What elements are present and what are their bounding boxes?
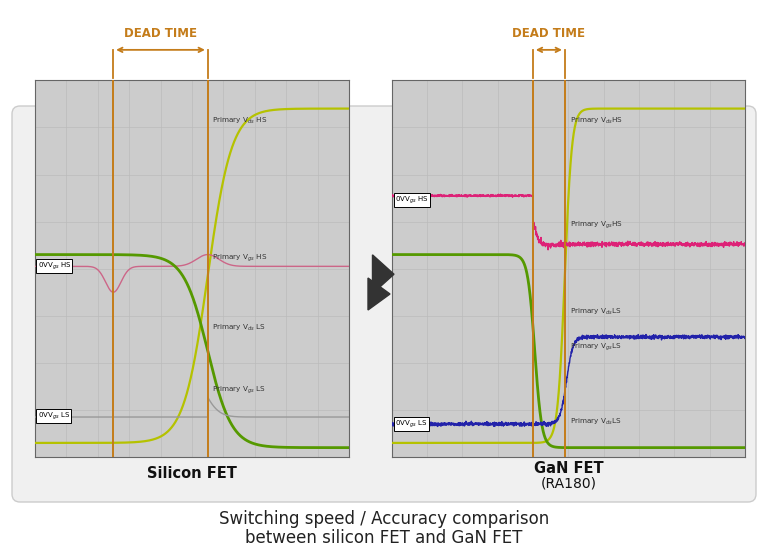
Text: Primary V$_{gs}$ HS: Primary V$_{gs}$ HS	[213, 252, 268, 264]
Polygon shape	[372, 255, 394, 294]
Text: Switching speed / Accuracy comparison: Switching speed / Accuracy comparison	[219, 510, 549, 528]
Text: Primary V$_{gs}$HS: Primary V$_{gs}$HS	[570, 219, 624, 231]
Text: Primary V$_{ds}$LS: Primary V$_{ds}$LS	[570, 306, 622, 316]
FancyBboxPatch shape	[12, 106, 756, 502]
Text: between silicon FET and GaN FET: between silicon FET and GaN FET	[245, 529, 523, 547]
Text: Primary V$_{gs}$ LS: Primary V$_{gs}$ LS	[213, 384, 266, 396]
Text: DEAD TIME: DEAD TIME	[512, 27, 585, 40]
Text: Primary V$_{gs}$LS: Primary V$_{gs}$LS	[570, 342, 622, 353]
Text: Primary V$_{ds}$HS: Primary V$_{ds}$HS	[570, 116, 624, 126]
Text: GaN FET: GaN FET	[534, 460, 603, 476]
Text: 0VV$_{gs}$ HS: 0VV$_{gs}$ HS	[396, 194, 429, 206]
Text: DEAD TIME: DEAD TIME	[124, 27, 197, 40]
Text: 0VV$_{gs}$ HS: 0VV$_{gs}$ HS	[38, 260, 71, 272]
Text: Primary V$_{ds}$LS: Primary V$_{ds}$LS	[570, 417, 622, 427]
Polygon shape	[368, 278, 390, 310]
Text: Silicon FET: Silicon FET	[147, 466, 237, 481]
Text: (RA180): (RA180)	[541, 476, 596, 490]
Text: Primary V$_{ds}$ LS: Primary V$_{ds}$ LS	[213, 323, 266, 333]
Text: Primary V$_{ds}$ HS: Primary V$_{ds}$ HS	[213, 116, 268, 126]
Text: 0VV$_{gs}$ LS: 0VV$_{gs}$ LS	[38, 411, 70, 422]
Text: 0VV$_{gs}$ LS: 0VV$_{gs}$ LS	[396, 418, 427, 430]
